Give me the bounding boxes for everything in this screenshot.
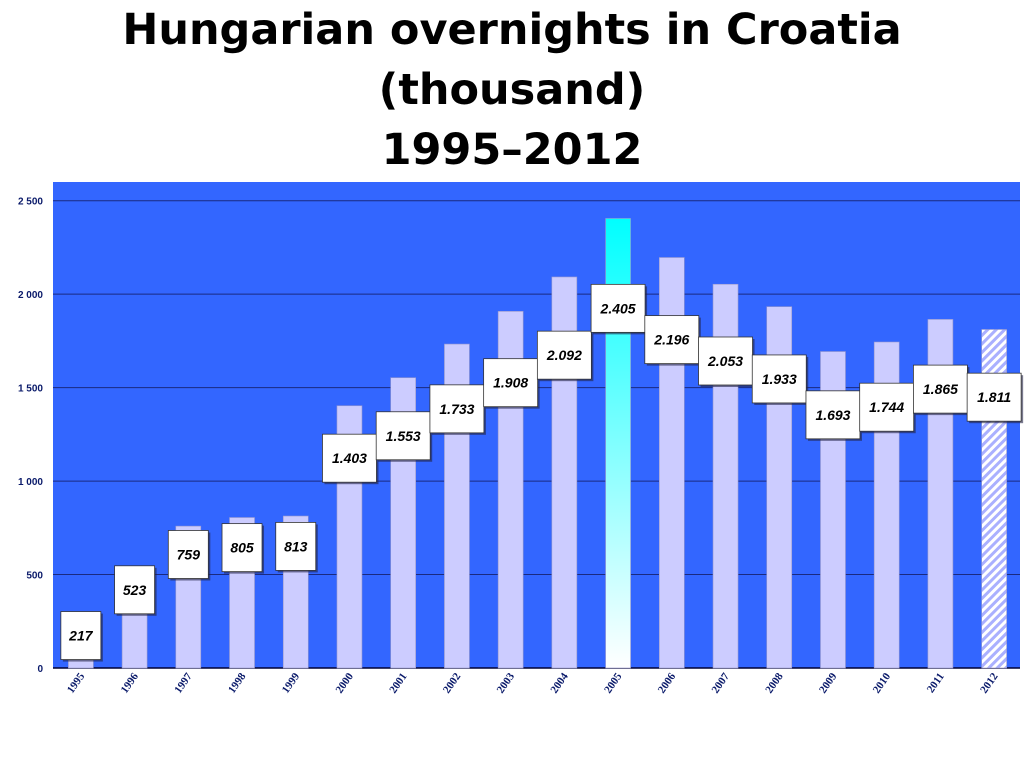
data-label-box [644, 315, 700, 365]
x-tick-label: 2000 [333, 670, 356, 695]
data-label: 1.933 [762, 371, 797, 387]
data-label: 1.733 [439, 401, 474, 417]
data-label: 1.811 [977, 389, 1011, 405]
data-labels: 217 523 759 805 813 1.403 1.553 1.733 1.908 2.092… [60, 283, 1024, 662]
data-label-box [590, 283, 646, 333]
data-label: 2.053 [707, 353, 743, 369]
data-label: 2.196 [653, 332, 689, 348]
data-label: 1.865 [923, 381, 958, 397]
x-tick-label: 2007 [710, 670, 733, 695]
data-label-box [375, 411, 431, 461]
y-tick-label: 500 [26, 571, 43, 582]
data-label: 805 [230, 540, 254, 556]
y-tick-label: 1 000 [18, 477, 43, 488]
data-label: 2.092 [546, 347, 582, 363]
x-tick-label: 2012 [978, 670, 1001, 695]
data-label: 759 [177, 547, 201, 563]
title-line-3: 1995–2012 [381, 125, 643, 175]
data-label-box [698, 336, 753, 386]
data-label-box [167, 530, 209, 579]
y-axis-ticks: 0 500 1 000 1 500 2 000 2 500 [18, 197, 43, 675]
x-tick-label: 2005 [602, 670, 625, 695]
x-tick-label: 2011 [925, 671, 947, 695]
data-label: 217 [68, 628, 94, 644]
data-label-box [913, 364, 968, 414]
data-label-box [60, 611, 102, 660]
data-label-box [751, 354, 807, 404]
data-label: 1.744 [869, 399, 904, 415]
x-tick-label: 2003 [495, 670, 518, 695]
data-label-box [429, 384, 485, 434]
data-label: 1.908 [493, 375, 528, 391]
x-tick-label: 2006 [656, 670, 679, 695]
x-tick-label: 2004 [548, 670, 571, 695]
y-tick-label: 2 000 [18, 290, 43, 301]
data-label-box [536, 330, 592, 380]
title-line-1: Hungarian overnights in Croatia [122, 5, 902, 55]
x-axis-ticks: 1995 1996 1997 1998 1999 2000 2001 2002 2003 2004… [65, 670, 1001, 695]
x-tick-label: 1999 [280, 670, 303, 695]
data-label: 1.693 [815, 407, 850, 423]
x-tick-label: 1997 [172, 670, 195, 695]
x-tick-label: 2010 [871, 670, 894, 695]
x-tick-label: 2008 [763, 670, 786, 695]
x-tick-label: 1995 [65, 670, 88, 695]
data-label: 813 [284, 538, 308, 554]
x-tick-label: 2009 [817, 670, 840, 695]
data-label-box [114, 565, 155, 615]
data-label-box [859, 382, 915, 432]
data-label: 1.553 [386, 428, 421, 444]
x-tick-label: 2001 [387, 671, 409, 696]
data-label-box [275, 522, 317, 571]
gridlines [53, 200, 1020, 669]
y-tick-label: 0 [37, 664, 43, 675]
data-label-box [966, 372, 1022, 422]
data-label-box [483, 358, 539, 408]
x-tick-label: 1996 [119, 670, 142, 695]
title-line-2: (thousand) [378, 65, 646, 115]
x-tick-label: 1998 [226, 670, 249, 695]
x-tick-label: 2002 [441, 670, 464, 695]
y-tick-label: 2 500 [18, 197, 43, 208]
data-label-box [322, 433, 377, 483]
y-tick-label: 1 500 [18, 384, 43, 395]
data-label: 523 [123, 582, 147, 598]
data-label: 1.403 [332, 450, 367, 466]
data-label: 2.405 [600, 300, 636, 316]
data-label-box [221, 523, 263, 573]
chart-title: Hungarian overnights in Croatia (thousan… [0, 0, 1024, 180]
